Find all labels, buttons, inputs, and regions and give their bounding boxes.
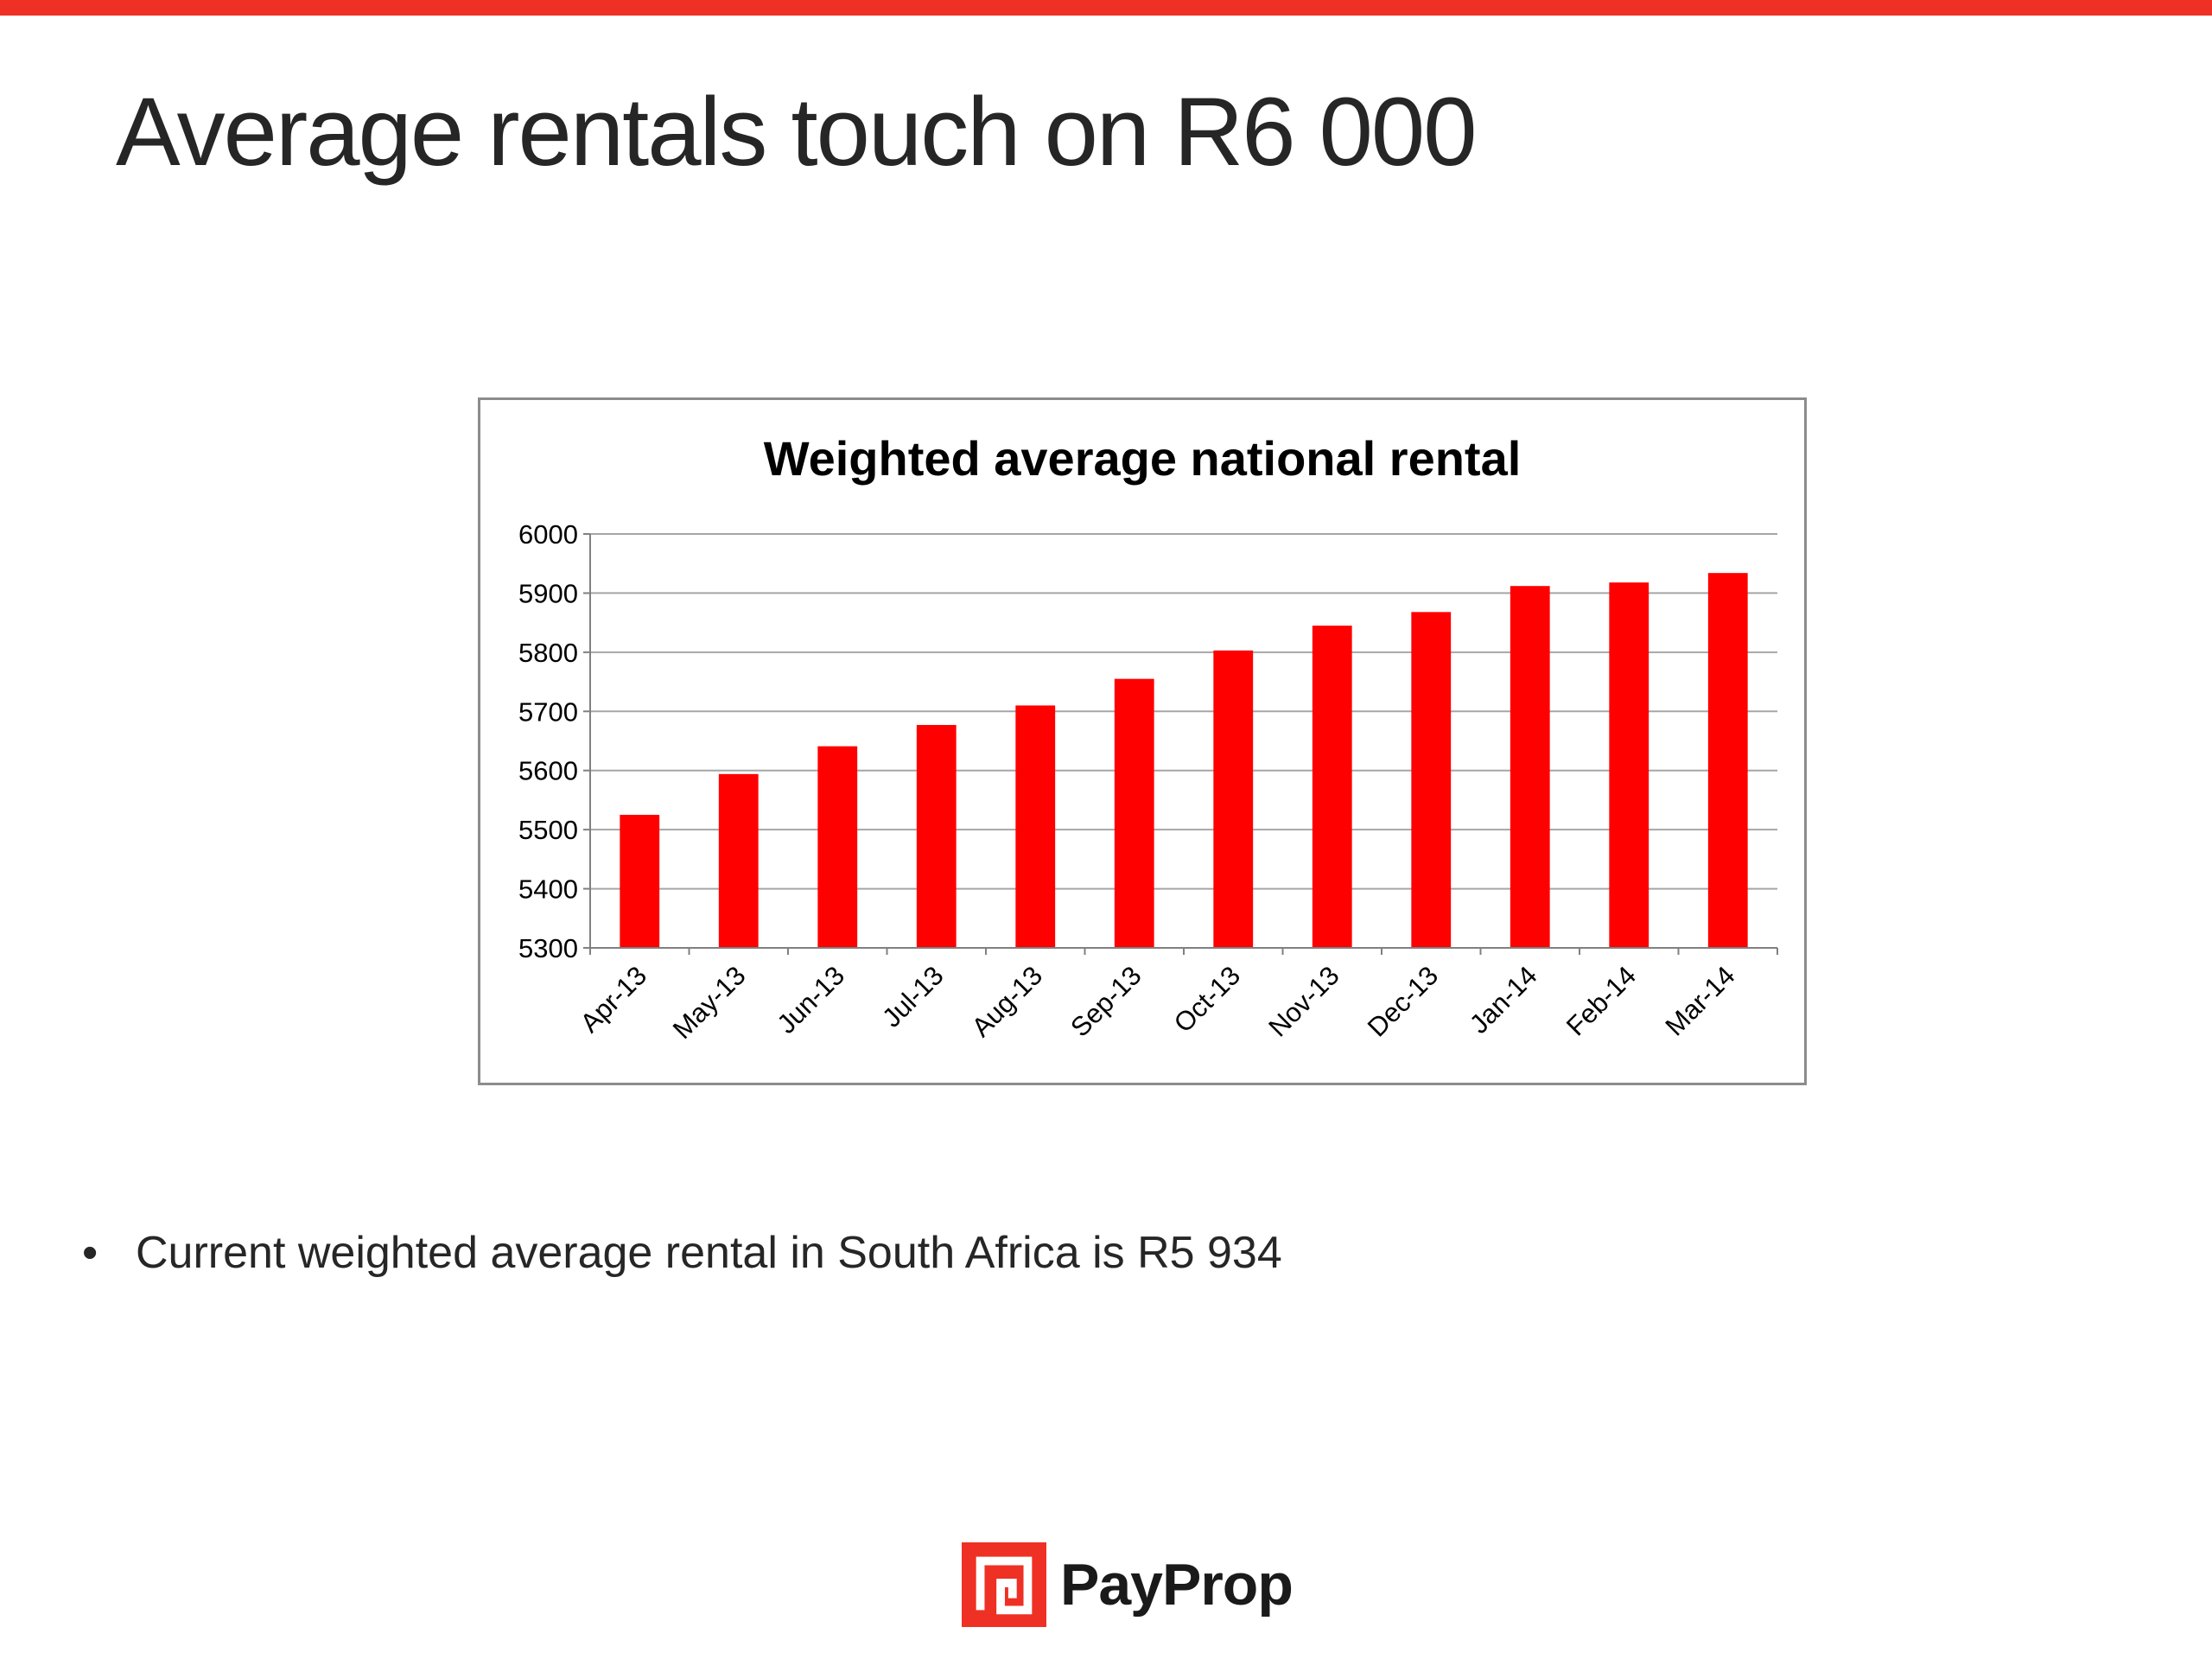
y-tick-label: 5300	[518, 933, 578, 963]
x-tick-label: Jun-13	[771, 960, 850, 1039]
gridlines	[590, 533, 1777, 949]
payprop-logo: PayProp	[962, 1542, 1294, 1627]
bullet-dot-icon: •	[82, 1228, 99, 1278]
x-tick-label: Nov-13	[1262, 960, 1344, 1042]
bullet-point: • Current weighted average rental in Sout…	[82, 1227, 1282, 1279]
x-tick-label: Dec-13	[1362, 960, 1444, 1042]
slide-title: Average rentals touch on R6 000	[116, 78, 1477, 186]
x-tick-label: Mar-14	[1660, 960, 1741, 1041]
top-accent-bar	[0, 0, 2212, 16]
payprop-logo-icon	[962, 1542, 1046, 1627]
bar	[916, 725, 957, 948]
x-tick-label: Jul-13	[876, 960, 949, 1033]
bar	[1707, 573, 1748, 948]
x-tick-label: Aug-13	[966, 960, 1048, 1042]
bar	[1114, 678, 1154, 948]
y-tick-label: 5900	[518, 578, 578, 608]
x-tick-label: Jan-14	[1464, 960, 1543, 1039]
chart-title: Weighted average national rental	[764, 431, 1522, 486]
x-tick-label: Sep-13	[1065, 960, 1147, 1042]
bar	[817, 746, 858, 948]
y-tick-label: 5600	[518, 756, 578, 786]
y-tick-label: 5400	[518, 874, 578, 905]
bar	[718, 773, 759, 948]
y-tick-label: 5700	[518, 696, 578, 727]
bar	[1312, 626, 1352, 948]
bar	[620, 815, 660, 948]
y-tick-label: 5500	[518, 815, 578, 845]
bullet-text: Current weighted average rental in South…	[136, 1228, 1282, 1278]
bar	[1510, 586, 1550, 948]
x-tick-label: Oct-13	[1168, 960, 1247, 1039]
x-tick-label: Feb-14	[1560, 960, 1642, 1041]
x-tick-label: Apr-13	[575, 960, 653, 1039]
chart-frame: Weighted average national rental 5300 540…	[478, 397, 1807, 1085]
bar	[1213, 650, 1254, 948]
bars	[620, 573, 1748, 948]
x-tick-label: May-13	[667, 960, 752, 1045]
bar	[1411, 612, 1452, 948]
bar-chart: Weighted average national rental 5300 540…	[518, 431, 1778, 1045]
logo-text: PayProp	[1060, 1552, 1294, 1618]
y-tick-label: 5800	[518, 638, 578, 668]
y-tick-label: 6000	[518, 519, 578, 550]
bar	[1609, 582, 1649, 948]
bar	[1015, 705, 1056, 948]
